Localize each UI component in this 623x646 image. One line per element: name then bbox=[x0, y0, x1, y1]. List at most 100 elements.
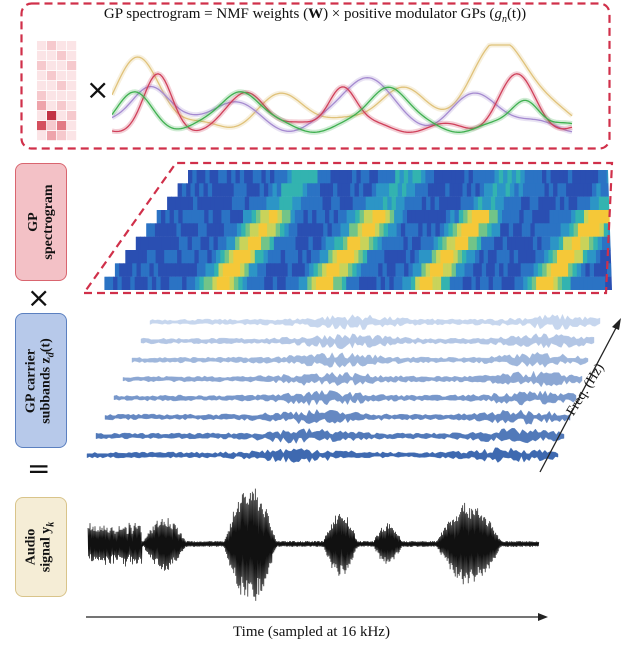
spectrogram-cell bbox=[473, 263, 479, 277]
spectrogram-cell bbox=[325, 210, 330, 224]
spectrogram-cell bbox=[539, 250, 545, 264]
spectrogram-cell bbox=[161, 236, 167, 251]
spectrogram-cell bbox=[438, 263, 444, 277]
title-modulator-text: ) × positive modulator GPs ( bbox=[323, 6, 495, 22]
spectrogram-cell bbox=[545, 236, 551, 251]
spectrogram-cell bbox=[175, 263, 181, 277]
spectrogram-cell bbox=[268, 183, 274, 197]
spectrogram-cell bbox=[362, 223, 367, 237]
spectrogram-cell bbox=[455, 236, 461, 251]
spectrogram-cell bbox=[474, 223, 480, 237]
spectrogram-cell bbox=[405, 250, 411, 264]
spectrogram-cell bbox=[502, 236, 508, 251]
spectrogram-cell bbox=[295, 170, 301, 184]
spectrogram-cell bbox=[277, 276, 282, 290]
spectrogram-cell bbox=[476, 210, 481, 224]
spectrogram-cell bbox=[484, 183, 489, 197]
spectrogram-cell bbox=[343, 236, 348, 251]
spectrogram-cell bbox=[121, 276, 127, 290]
spectrogram-cell bbox=[166, 236, 171, 251]
spectrogram-cell bbox=[416, 170, 422, 184]
spectrogram-cell bbox=[602, 170, 608, 184]
spectrogram-cell bbox=[500, 250, 506, 264]
spectrogram-cell bbox=[546, 263, 552, 277]
spectrogram-cell bbox=[194, 250, 200, 264]
spectrogram-cell bbox=[616, 197, 618, 211]
spectrogram-cell bbox=[512, 196, 518, 211]
nmf-weight-cell bbox=[47, 101, 57, 111]
spectrogram-cell bbox=[357, 223, 363, 237]
spectrogram-cell bbox=[411, 210, 417, 224]
spectrogram-cell bbox=[477, 170, 483, 184]
spectrogram-cell bbox=[465, 196, 470, 211]
spectrogram-cell bbox=[403, 236, 409, 251]
spectrogram-cell bbox=[567, 236, 573, 251]
title-w-symbol: W bbox=[308, 6, 324, 22]
spectrogram-cell bbox=[226, 236, 232, 251]
spectrogram-cell bbox=[494, 263, 500, 277]
spectrogram-cell bbox=[531, 183, 537, 197]
nmf-weight-cell bbox=[57, 121, 67, 131]
spectrogram-cell bbox=[191, 210, 197, 224]
spectrogram-cell bbox=[217, 210, 222, 224]
spectrogram-cell bbox=[312, 236, 318, 251]
carrier-subband bbox=[131, 351, 589, 368]
spectrogram-cell bbox=[339, 196, 345, 211]
nmf-weight-cell bbox=[47, 131, 57, 141]
spectrogram-cell bbox=[410, 250, 416, 264]
spectrogram-cell bbox=[372, 276, 377, 290]
spectrogram-cell bbox=[229, 276, 235, 290]
spectrogram-cell bbox=[256, 236, 262, 251]
spectrogram-cell bbox=[497, 276, 503, 290]
spectrogram-cell bbox=[507, 170, 513, 184]
spectrogram-cell bbox=[224, 250, 230, 264]
spectrogram-cell bbox=[553, 210, 559, 224]
nmf-weight-cell bbox=[67, 131, 77, 141]
spectrogram-cell bbox=[502, 210, 507, 224]
spectrogram-cell bbox=[508, 223, 514, 237]
spectrogram-cell bbox=[426, 196, 431, 211]
spectrogram-cell bbox=[177, 183, 183, 197]
spectrogram-cell bbox=[352, 170, 357, 184]
spectrogram-cell bbox=[415, 183, 420, 197]
spectrogram-cell bbox=[382, 196, 388, 211]
spectrogram-cell bbox=[540, 276, 546, 290]
spectrogram-cell bbox=[311, 250, 316, 264]
spectrogram-cell bbox=[360, 263, 366, 277]
spectrogram-cell bbox=[544, 250, 549, 264]
spectrogram-cell bbox=[149, 263, 155, 277]
spectrogram-cell bbox=[376, 210, 382, 224]
spectrogram-cell bbox=[467, 276, 472, 290]
spectrogram-cell bbox=[404, 196, 410, 211]
spectrogram-cell bbox=[605, 210, 611, 224]
spectrogram-cell bbox=[555, 263, 561, 277]
spectrogram-cell bbox=[183, 236, 189, 251]
spectrogram-cell bbox=[461, 223, 467, 237]
spectrogram-cell bbox=[532, 210, 538, 224]
spectrogram-cell bbox=[379, 223, 385, 237]
spectrogram-cell bbox=[385, 210, 391, 224]
spectrogram-cell bbox=[207, 183, 213, 197]
spectrogram-cell bbox=[595, 250, 601, 264]
audio-signal-waveform bbox=[87, 488, 540, 601]
carrier-subband bbox=[140, 333, 595, 349]
spectrogram-cell bbox=[343, 263, 349, 277]
spectrogram-cell bbox=[231, 170, 237, 184]
spectrogram-cell bbox=[471, 276, 477, 290]
spectrogram-cell bbox=[599, 223, 605, 237]
spectrogram-cell bbox=[536, 210, 542, 224]
spectrogram-cell bbox=[244, 263, 250, 277]
spectrogram-cell bbox=[393, 183, 399, 197]
spectrogram-cell bbox=[221, 276, 226, 290]
nmf-weight-cell bbox=[47, 121, 57, 131]
spectrogram-cell bbox=[341, 250, 347, 264]
spectrogram-cell bbox=[160, 276, 166, 290]
spectrogram-cell bbox=[172, 250, 178, 264]
spectrogram-cell bbox=[312, 210, 317, 224]
spectrogram-cell bbox=[401, 250, 407, 264]
spectrogram-cell bbox=[341, 276, 347, 290]
spectrogram-cell bbox=[169, 276, 175, 290]
spectrogram-cell bbox=[436, 276, 442, 290]
spectrogram-cell bbox=[298, 250, 303, 264]
spectrogram-cell bbox=[134, 276, 140, 290]
